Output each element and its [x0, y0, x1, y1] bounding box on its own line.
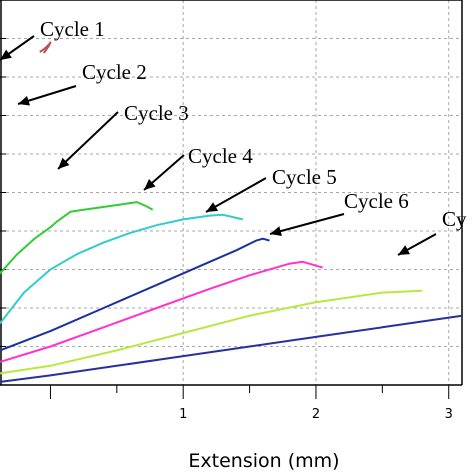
annotation-arrows: [0, 35, 437, 256]
series-line-8: [0, 314, 463, 383]
series-line-3: [0, 201, 154, 275]
annotation-label-2: Cycle 2: [82, 60, 147, 84]
series-line-7: [0, 289, 423, 375]
annotation-labels: Cycle 1 Cycle 2 Cycle 3 Cycle 4 Cycle 5 Cycle…: [40, 17, 467, 231]
annotation-label-4: Cycle 4: [188, 144, 253, 168]
x-tick-label-3: 3: [445, 407, 453, 422]
annotation-arrowhead-4: [144, 179, 156, 190]
annotation-arrowhead-5: [206, 202, 218, 212]
series-layer: [0, 41, 463, 383]
x-tick-label-1: 1: [179, 407, 187, 422]
annotation-label-1: Cycle 1: [40, 17, 105, 41]
annotation-arrowhead-1: [0, 49, 12, 60]
x-tick-label-2: 2: [312, 407, 320, 422]
annotation-arrowhead-7: [398, 245, 410, 255]
annotation-arrow-6: [269, 213, 345, 235]
annotation-arrowhead-6: [270, 226, 282, 236]
series-line-4: [0, 213, 244, 325]
tick-labels: 1 2 3: [179, 407, 453, 422]
series-line-2: [39, 41, 52, 54]
annotation-label-3: Cycle 3: [124, 101, 189, 125]
series-line-5: [0, 237, 270, 352]
annotation-label-6: Cycle 6: [344, 189, 409, 213]
annotation-arrow-5: [205, 177, 267, 213]
annotation-arrowhead-2: [18, 96, 30, 106]
annotation-label-5: Cycle 5: [272, 165, 337, 189]
x-axis-label: Extension (mm): [188, 450, 339, 472]
annotation-arrowhead-3: [58, 157, 70, 169]
annotation-label-7: Cy: [442, 207, 467, 231]
series-line-6: [0, 260, 323, 363]
grid: [0, 0, 462, 385]
annotation-arrow-3: [57, 111, 119, 170]
